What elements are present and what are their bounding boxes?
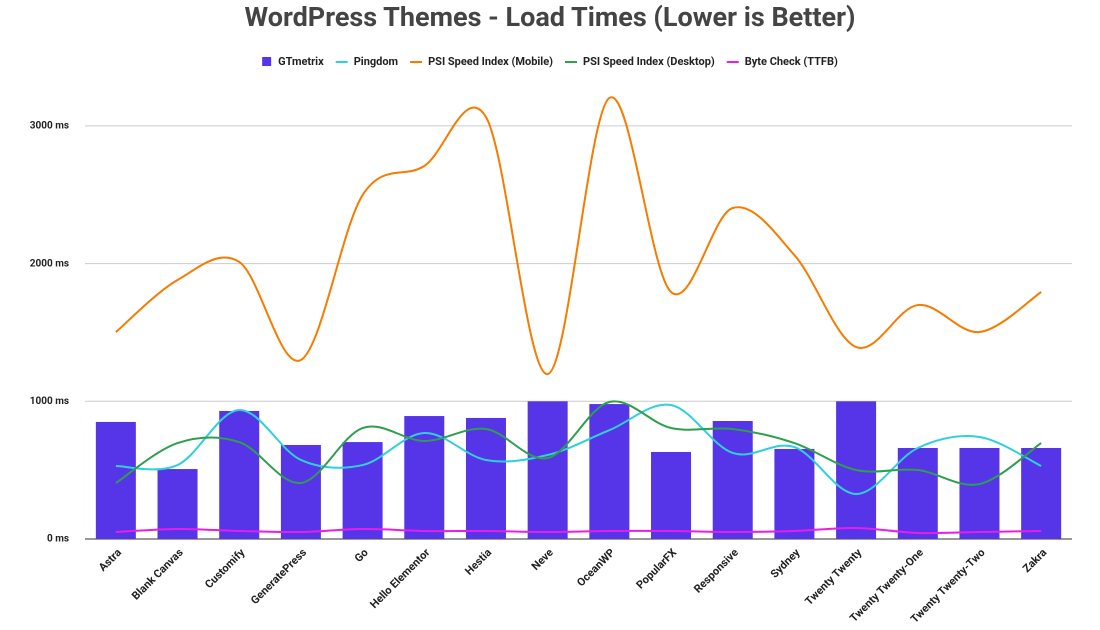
y-tick-label: 1000 ms <box>30 396 69 407</box>
legend-swatch <box>262 57 272 66</box>
y-tick-label: 0 ms <box>47 534 69 545</box>
bar <box>404 416 445 539</box>
bar <box>527 401 568 539</box>
line <box>115 526 1042 535</box>
bar <box>342 442 383 539</box>
x-tick-label: OceanWP <box>574 546 617 589</box>
x-tick-label: GeneratePress <box>248 546 309 607</box>
x-tick-label: Hello Elementor <box>367 546 432 611</box>
bar <box>219 410 260 539</box>
y-tick-label: 2000 ms <box>30 258 69 269</box>
x-tick-label: Zakra <box>1020 546 1049 575</box>
legend-label: Pingdom <box>354 55 398 68</box>
x-tick-label: Hestia <box>462 546 494 578</box>
line <box>115 403 1042 495</box>
bar <box>651 451 692 539</box>
x-tick-label: Sydney <box>768 546 803 581</box>
x-tick-label: Responsive <box>691 546 741 596</box>
chart-title: WordPress Themes - Load Times (Lower is … <box>245 1 856 33</box>
bar <box>959 447 1000 539</box>
bar <box>157 469 198 539</box>
x-tick-label: Go <box>352 546 371 565</box>
x-tick-label: Twenty Twenty <box>802 546 864 608</box>
x-tick-label: Customify <box>202 546 247 591</box>
bar <box>95 421 136 539</box>
bar <box>589 404 630 539</box>
x-tick-label: PopularFX <box>634 546 680 592</box>
bar <box>712 420 753 539</box>
x-tick-label: Neve <box>529 546 556 573</box>
bar <box>774 448 815 539</box>
line <box>115 400 1042 486</box>
bar <box>897 447 938 539</box>
legend-label: GTmetrix <box>278 55 324 68</box>
line <box>115 96 1042 376</box>
x-tick-label: Blank Canvas <box>129 546 186 603</box>
legend-label: Byte Check (TTFB) <box>745 55 838 68</box>
bar <box>465 417 506 539</box>
y-tick-label: 3000 ms <box>30 121 69 132</box>
legend-label: PSI Speed Index (Desktop) <box>583 55 715 68</box>
legend-label: PSI Speed Index (Mobile) <box>428 55 553 68</box>
bar <box>1021 447 1062 539</box>
x-tick-label: Astra <box>96 546 124 574</box>
